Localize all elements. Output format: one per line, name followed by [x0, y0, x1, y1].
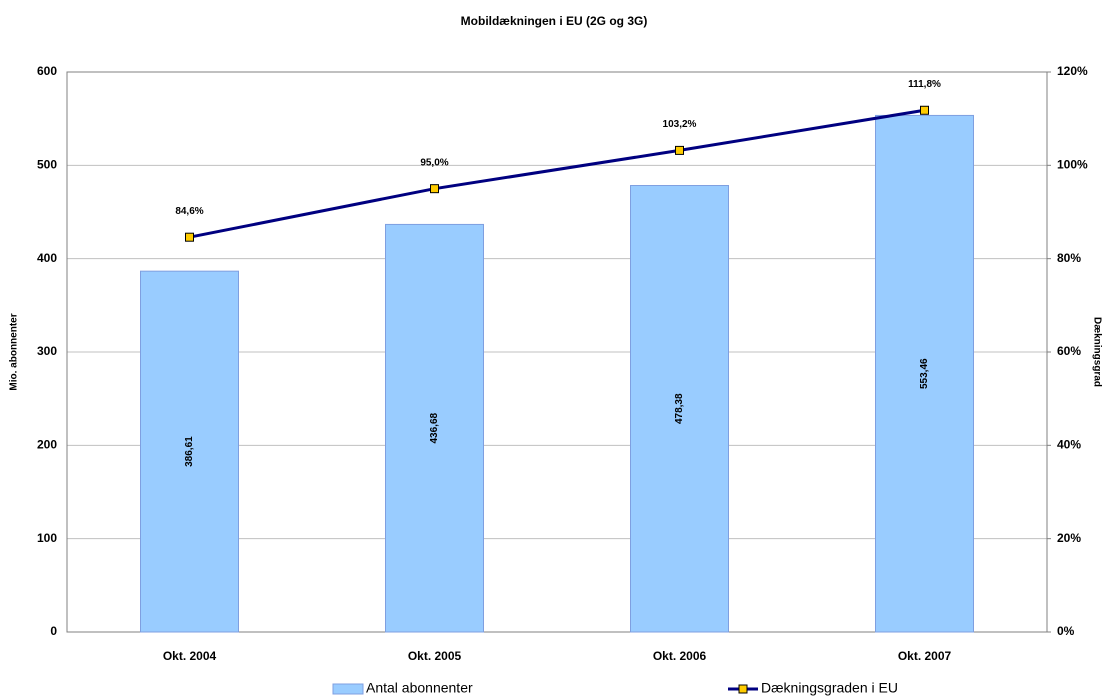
legend-swatch [332, 683, 364, 695]
y2-axis-title: Dækningsgrad [1091, 317, 1102, 387]
legend-marker [738, 684, 748, 694]
chart-title: Mobildækningen i EU (2G og 3G) [461, 14, 648, 28]
line-value-label: 95,0% [420, 157, 448, 168]
bar [140, 270, 239, 633]
y-tick-label: 300 [37, 344, 57, 358]
y2-tick-label: 120% [1057, 64, 1088, 78]
x-tick-label: Okt. 2004 [163, 649, 217, 663]
y2-tick-label: 20% [1057, 531, 1081, 545]
line-marker [675, 145, 684, 155]
y2-tick-label: 40% [1057, 438, 1081, 452]
line [189, 108, 925, 239]
legend-label: Dækningsgraden i EU [761, 680, 898, 696]
bar-value-label: 553,46 [919, 358, 930, 389]
legend-label: Antal abonnenter [366, 680, 473, 696]
line-marker [185, 232, 194, 242]
line-marker [430, 184, 439, 194]
bar-value-label: 478,38 [674, 393, 685, 424]
y-tick-label: 600 [37, 64, 57, 78]
y-tick-label: 100 [37, 531, 57, 545]
bar [630, 185, 729, 633]
y-axis-title: Mio. abonnenter [9, 313, 20, 390]
bar [875, 114, 974, 633]
line-value-label: 84,6% [175, 206, 203, 217]
plot-frame [66, 71, 1048, 633]
x-tick-label: Okt. 2007 [898, 649, 952, 663]
bar [385, 223, 484, 633]
x-tick-label: Okt. 2005 [408, 649, 462, 663]
y2-tick-label: 100% [1057, 158, 1088, 172]
bar-value-label: 436,68 [429, 412, 440, 443]
line-value-label: 103,2% [663, 119, 697, 130]
line-value-label: 111,8% [908, 79, 941, 90]
x-tick-label: Okt. 2006 [653, 649, 707, 663]
line-marker [920, 105, 929, 115]
y-tick-label: 500 [37, 158, 57, 172]
y-tick-label: 0 [50, 624, 57, 638]
y-tick-label: 400 [37, 251, 57, 265]
y2-tick-label: 0% [1057, 624, 1075, 638]
bar-value-label: 386,61 [184, 436, 195, 467]
y2-tick-label: 60% [1057, 344, 1081, 358]
y-tick-label: 200 [37, 438, 57, 452]
y2-tick-label: 80% [1057, 251, 1081, 265]
